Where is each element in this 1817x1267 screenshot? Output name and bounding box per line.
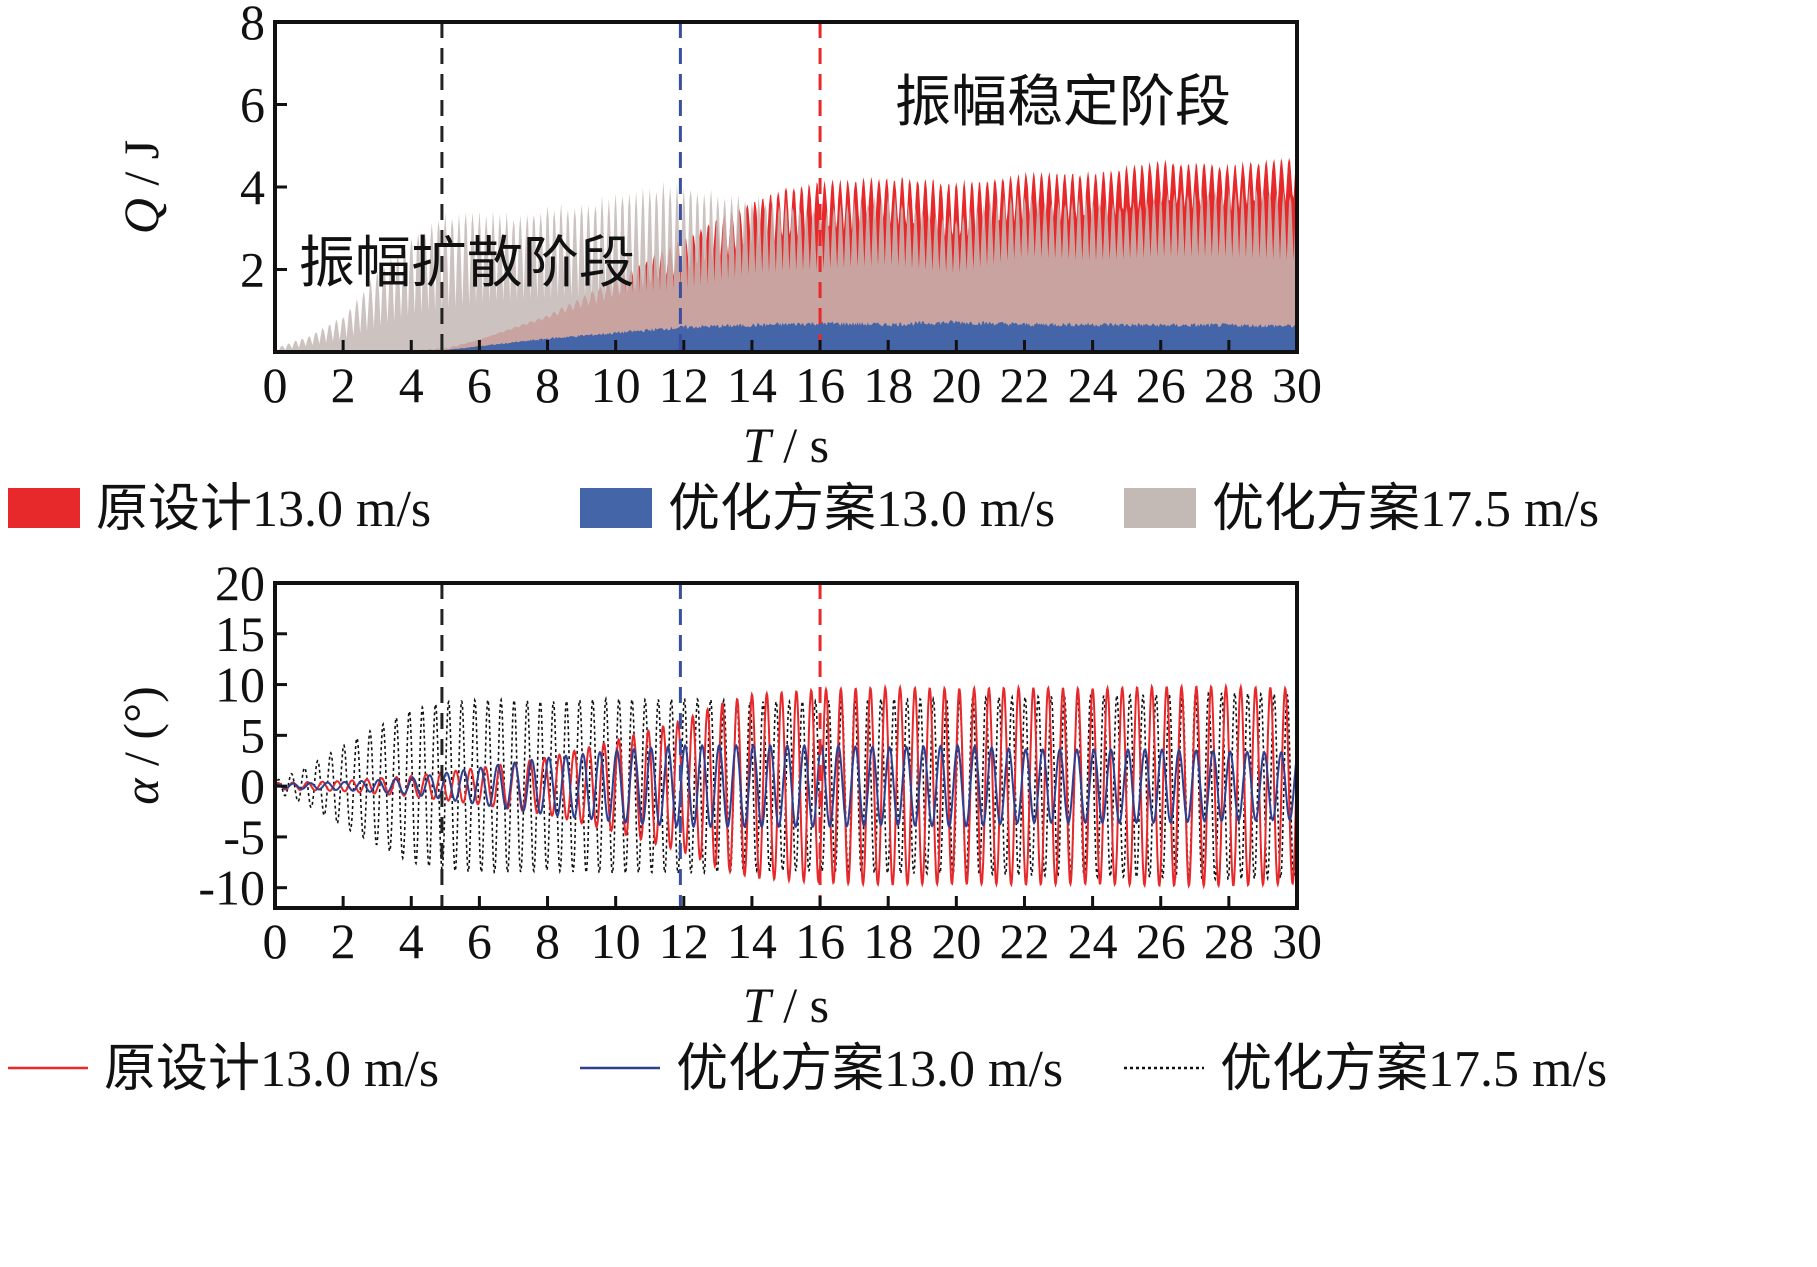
- angle-x-tick-label: 6: [467, 913, 492, 969]
- energy-x-tick-label: 24: [1068, 357, 1118, 413]
- annotation-amplitude-stable: 振幅稳定阶段: [895, 72, 1231, 134]
- angle-legend: 原设计13.0 m/s 优化方案13.0 m/s 优化方案17.5 m/s: [8, 1041, 1607, 1098]
- energy-x-tick-label: 6: [467, 357, 492, 413]
- legend-swatch-optimized-13: [580, 488, 652, 528]
- y-axis-symbol: Q: [113, 198, 169, 234]
- energy-x-tick-label: 2: [331, 357, 356, 413]
- legend-label-optimized-13: 优化方案13.0 m/s: [676, 1041, 1063, 1098]
- energy-x-axis-label: T / s: [743, 417, 829, 473]
- energy-x-tick-label: 20: [931, 357, 981, 413]
- energy-y-axis-label: Q / J: [113, 140, 169, 234]
- energy-y-tick-label: 8: [240, 0, 265, 50]
- angle-plot-area: [274, 682, 1298, 890]
- legend-label-original-13: 原设计13.0 m/s: [96, 481, 431, 538]
- y-axis-separator: /: [113, 159, 169, 185]
- energy-x-tick-label: 12: [659, 357, 709, 413]
- angle-line-original-13: [274, 682, 1298, 890]
- energy-y-tick-label: 2: [240, 242, 265, 298]
- energy-x-tick-label: 28: [1204, 357, 1254, 413]
- angle-x-tick-label: 8: [535, 913, 560, 969]
- angle-x-tick-label: 0: [263, 913, 288, 969]
- angle-y-tick-label: -10: [198, 860, 265, 916]
- angle-line-optimized-13: [274, 743, 1298, 829]
- legend-label-original-13: 原设计13.0 m/s: [104, 1041, 439, 1098]
- energy-x-tick-label: 16: [795, 357, 845, 413]
- energy-phase-lines: [440, 22, 822, 352]
- x-axis-unit: s: [810, 977, 829, 1033]
- energy-x-tick-label: 10: [591, 357, 641, 413]
- energy-x-tick-label: 8: [535, 357, 560, 413]
- x-axis-unit: s: [810, 417, 829, 473]
- y-axis-separator: /: [113, 740, 169, 766]
- angle-y-tick-label: 0: [240, 758, 265, 814]
- energy-area-optimized-13: [275, 320, 1297, 352]
- angle-chart: 0 2 4 6 8 10 12 14 16 18 20 22 24 26 28 30-10-505101520…: [113, 555, 1322, 1033]
- legend-label-optimized-13: 优化方案13.0 m/s: [668, 481, 1055, 538]
- x-axis-symbol: T: [743, 417, 774, 473]
- energy-x-tick-label: 4: [399, 357, 424, 413]
- angle-x-tick-label: 20: [931, 913, 981, 969]
- angle-x-tick-label: 18: [863, 913, 913, 969]
- angle-x-tick-label: 4: [399, 913, 424, 969]
- x-axis-symbol: T: [743, 977, 774, 1033]
- legend-swatch-optimized-17-5: [1124, 488, 1196, 528]
- energy-y-tick-label: 4: [240, 159, 265, 215]
- angle-plot-frame: [273, 581, 1299, 910]
- x-axis-separator: /: [783, 977, 809, 1033]
- angle-y-tick-label: -5: [223, 809, 265, 865]
- angle-x-tick-label: 16: [795, 913, 845, 969]
- angle-x-tick-label: 14: [727, 913, 777, 969]
- angle-x-tick-label: 22: [999, 913, 1049, 969]
- angle-x-tick-label: 24: [1068, 913, 1118, 969]
- y-axis-unit: (°): [113, 686, 169, 739]
- energy-x-tick-label: 18: [863, 357, 913, 413]
- angle-y-tick-label: 10: [215, 657, 265, 713]
- angle-x-tick-label: 2: [331, 913, 356, 969]
- angle-y-tick-label: 15: [215, 606, 265, 662]
- energy-legend: 原设计13.0 m/s 优化方案13.0 m/s 优化方案17.5 m/s: [8, 481, 1599, 538]
- angle-y-axis-label: α / (°): [113, 686, 169, 804]
- annotation-amplitude-diffusion: 振幅扩散阶段: [299, 233, 635, 295]
- energy-x-tick-label: 14: [727, 357, 777, 413]
- x-axis-separator: /: [783, 417, 809, 473]
- angle-x-tick-label: 26: [1136, 913, 1186, 969]
- angle-x-tick-label: 30: [1272, 913, 1322, 969]
- y-axis-unit: J: [113, 140, 169, 159]
- legend-swatch-original-13: [8, 488, 80, 528]
- energy-x-tick-label: 0: [263, 357, 288, 413]
- energy-x-tick-label: 30: [1272, 357, 1322, 413]
- energy-x-tick-label: 26: [1136, 357, 1186, 413]
- angle-y-tick-label: 5: [240, 707, 265, 763]
- energy-area-optimized-17-5: [275, 181, 1297, 352]
- angle-x-tick-label: 10: [591, 913, 641, 969]
- legend-label-optimized-17-5: 优化方案17.5 m/s: [1220, 1041, 1607, 1098]
- legend-label-optimized-17-5: 优化方案17.5 m/s: [1212, 481, 1599, 538]
- energy-plot-area: [275, 154, 1297, 352]
- angle-x-axis-label: T / s: [743, 977, 829, 1033]
- energy-y-tick-label: 6: [240, 77, 265, 133]
- y-axis-symbol: α: [113, 777, 169, 805]
- angle-y-tick-label: 20: [215, 555, 265, 611]
- angle-x-tick-label: 28: [1204, 913, 1254, 969]
- energy-x-tick-label: 22: [999, 357, 1049, 413]
- angle-x-tick-label: 12: [659, 913, 709, 969]
- angle-phase-lines: [440, 583, 822, 908]
